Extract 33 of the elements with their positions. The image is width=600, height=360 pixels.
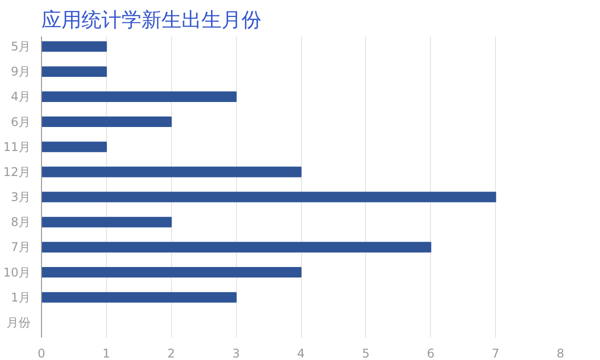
- y-tick-label: 4月: [10, 90, 31, 104]
- y-tick-label: 12月: [3, 164, 31, 179]
- y-tick-label: 10月: [3, 265, 31, 280]
- bar: [42, 66, 107, 77]
- y-tick-label: 9月: [10, 64, 31, 79]
- bar: [42, 242, 432, 252]
- bar: [42, 292, 237, 303]
- y-tick-label: 7月: [10, 240, 31, 254]
- x-tick-label: 5: [362, 346, 370, 360]
- x-tick-label: 6: [426, 346, 435, 360]
- x-tick-label: 1: [102, 346, 110, 360]
- y-tick-label: 5月: [10, 40, 31, 54]
- x-tick-label: 2: [167, 346, 176, 360]
- bar: [42, 216, 172, 228]
- bar: [42, 91, 237, 102]
- chart-title: 应用统计学新生出生月份: [42, 8, 262, 32]
- bar: [42, 142, 107, 152]
- y-tick-label: 1月: [10, 290, 31, 304]
- x-tick-label: 3: [232, 346, 240, 360]
- y-tick-label: 11月: [3, 140, 31, 154]
- bar: [42, 116, 172, 128]
- y-tick-label: 月份: [6, 315, 30, 330]
- x-tick-label: 0: [38, 346, 46, 360]
- y-tick-label: 3月: [10, 190, 31, 204]
- bar: [42, 41, 107, 52]
- y-tick-label: 8月: [10, 215, 31, 230]
- x-tick-label: 7: [492, 346, 500, 360]
- bar: [42, 166, 302, 178]
- y-tick-label: 6月: [10, 114, 31, 129]
- bar: [42, 192, 496, 202]
- x-tick-label: 4: [297, 346, 305, 360]
- bar: [42, 267, 302, 278]
- x-tick-label: 8: [556, 346, 564, 360]
